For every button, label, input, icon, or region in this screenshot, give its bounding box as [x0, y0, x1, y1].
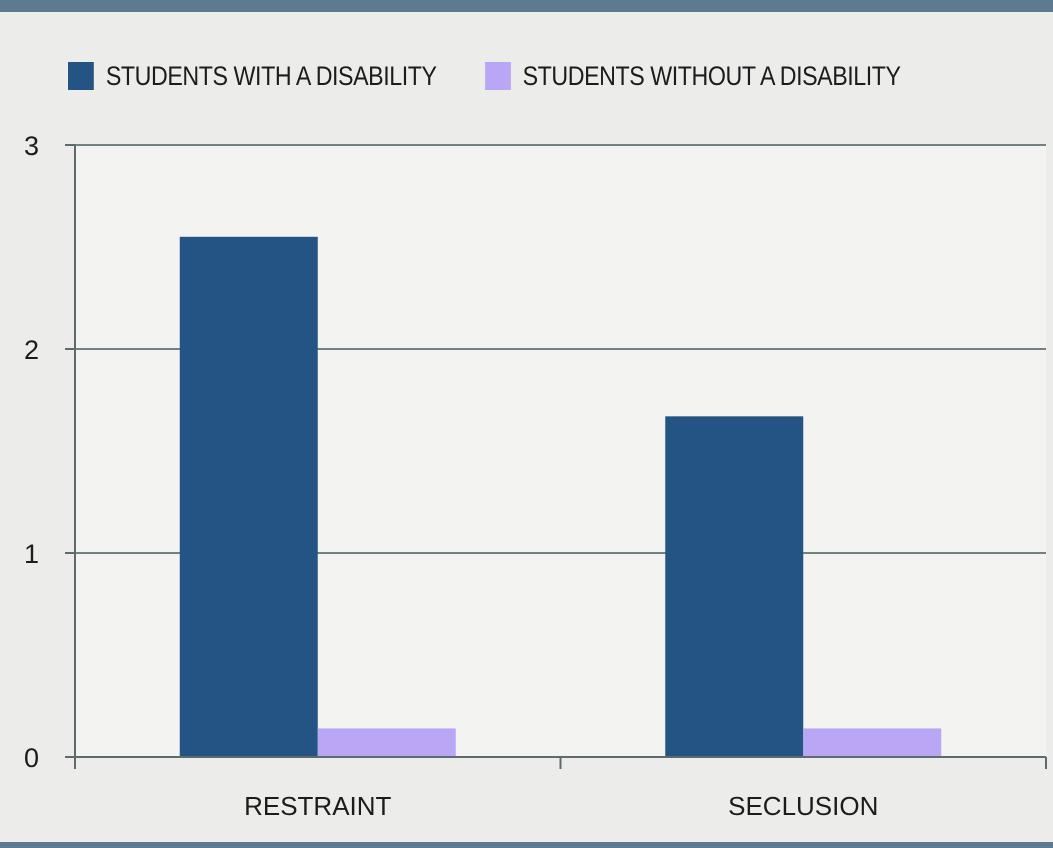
- bar-restraint-series-1: [179, 236, 318, 758]
- legend-label-without-disability: STUDENTS WITHOUT A DISABILITY: [522, 60, 901, 91]
- legend-item-with-disability: STUDENTS WITH A DISABILITY: [68, 61, 437, 92]
- legend-item-without-disability: STUDENTS WITHOUT A DISABILITY: [484, 60, 901, 92]
- bottom-rule: [0, 842, 1053, 848]
- bar-seclusion-series-1: [665, 416, 804, 757]
- legend-label-with-disability: STUDENTS WITH A DISABILITY: [105, 60, 437, 91]
- y-tick-label-0: 0: [24, 743, 39, 773]
- legend-swatch-with-disability: [68, 62, 94, 90]
- legend-swatch-without-disability: [484, 62, 511, 90]
- bar-seclusion-series-2: [803, 728, 942, 757]
- top-rule: [0, 0, 1053, 12]
- axis-labels: 0 1 2 3 RESTRAINT SECLUSION: [24, 131, 878, 821]
- axes: [65, 144, 1047, 769]
- bars: [179, 236, 942, 758]
- y-tick-label-3: 3: [24, 131, 39, 161]
- chart-legend: STUDENTS WITH A DISABILITY STUDENTS WITH…: [68, 58, 949, 94]
- y-tick-label-1: 1: [24, 539, 39, 569]
- y-tick-label-2: 2: [24, 335, 39, 365]
- x-category-label-restraint: RESTRAINT: [244, 791, 391, 821]
- bar-restraint-series-2: [317, 728, 456, 757]
- x-category-label-seclusion: SECLUSION: [728, 791, 878, 821]
